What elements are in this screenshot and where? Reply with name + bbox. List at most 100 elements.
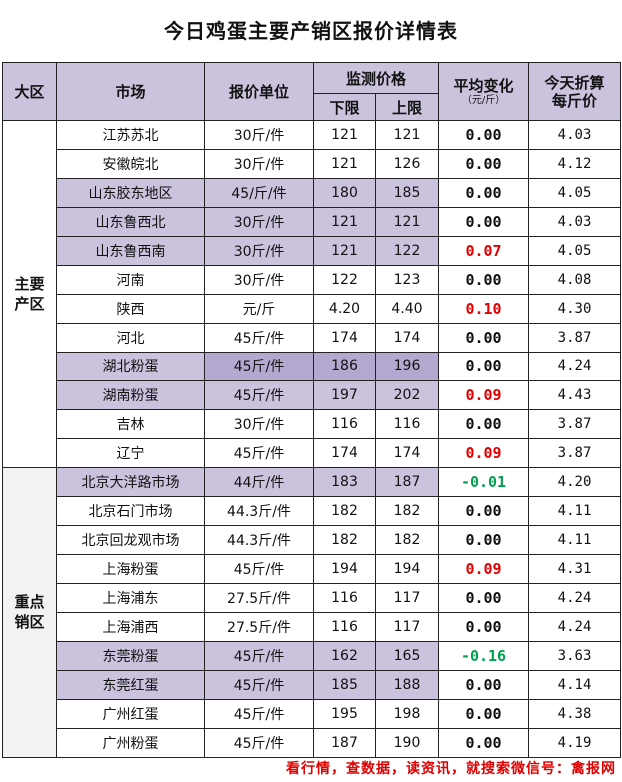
high-price-cell: 121 [374,206,440,237]
market-cell: 广州红蛋 [56,698,205,729]
table-body: 主要 产区 江苏苏北 30斤/件 121 121 0.00 4.03 安徽皖北 30斤/件 121 1… [2,119,622,758]
low-price-cell: 180 [313,177,376,208]
table-row: 广州粉蛋 45斤/件 187 190 0.00 4.19 [3,727,622,758]
table-row: 湖南粉蛋 45斤/件 197 202 0.09 4.43 [3,380,622,411]
today-price-cell: 3.63 [528,640,622,671]
market-cell: 陕西 [56,293,205,324]
avg-change-cell: 0.09 [438,554,530,584]
avg-change-cell: 0.09 [438,438,530,469]
region-label: 重点 销区 [14,593,45,632]
low-price-cell: 195 [313,698,376,729]
low-price-cell: 116 [313,583,376,613]
today-price-cell: 4.19 [528,727,622,758]
market-cell: 广州粉蛋 [56,727,205,758]
low-price-cell: 162 [313,640,376,671]
high-price-cell: 185 [374,177,440,208]
avg-change-cell: 0.00 [438,727,530,758]
high-price-cell: 123 [374,264,440,295]
table-row: 山东鲁西南 30斤/件 121 122 0.07 4.05 [3,235,622,266]
high-price-cell: 121 [374,120,440,150]
today-price-cell: 3.87 [528,438,622,469]
avg-change-cell: 0.09 [438,380,530,411]
market-cell: 辽宁 [56,438,205,469]
avg-change-cell: 0.00 [438,148,530,179]
table-row: 山东鲁西北 30斤/件 121 121 0.00 4.03 [3,206,622,237]
unit-cell: 45斤/件 [204,322,314,353]
header-monitor-price: 监测价格 [312,62,440,94]
low-price-cell: 182 [313,525,376,556]
today-price-cell: 3.87 [528,409,622,440]
today-price-cell: 4.03 [528,120,622,150]
avg-change-cell: 0.00 [438,409,530,440]
avg-change-cell: 0.00 [438,496,530,527]
table-row: 东莞粉蛋 45斤/件 162 165 -0.16 3.63 [3,640,622,671]
today-price-cell: 4.24 [528,611,622,642]
today-price-cell: 4.05 [528,235,622,266]
table-row: 主要 产区 江苏苏北 30斤/件 121 121 0.00 4.03 [2,119,622,469]
high-price-cell: 117 [374,583,440,613]
low-price-cell: 183 [313,467,376,498]
unit-cell: 45/斤/件 [204,177,314,208]
today-price-cell: 4.08 [528,264,622,295]
avg-change-cell: 0.00 [438,611,530,642]
region-cell: 重点 销区 [2,467,57,758]
avg-change-cell: 0.07 [438,235,530,266]
table-row: 上海浦东 27.5斤/件 116 117 0.00 4.24 [3,583,622,613]
high-price-cell: 126 [374,148,440,179]
high-price-cell: 187 [374,467,440,498]
unit-cell: 45斤/件 [204,698,314,729]
unit-cell: 30斤/件 [204,148,314,179]
table-row: 河南 30斤/件 122 123 0.00 4.08 [3,264,622,295]
header-region: 大区 [2,62,57,121]
today-price-cell: 4.24 [528,351,622,382]
today-price-cell: 4.20 [528,467,622,498]
today-price-cell: 3.87 [528,322,622,353]
unit-cell: 44斤/件 [204,467,314,498]
low-price-cell: 187 [313,727,376,758]
unit-cell: 30斤/件 [204,409,314,440]
table-row: 河北 45斤/件 174 174 0.00 3.87 [3,322,622,353]
low-price-cell: 121 [313,206,376,237]
low-price-cell: 182 [313,496,376,527]
market-cell: 上海浦东 [56,583,205,613]
table-row: 重点 销区 北京大洋路市场 44斤/件 183 187 -0.01 4.20 [2,467,622,758]
page-title: 今日鸡蛋主要产销区报价详情表 [164,19,458,43]
avg-change-cell: 0.00 [438,351,530,382]
avg-change-cell: 0.00 [438,206,530,237]
unit-cell: 45斤/件 [204,380,314,411]
avg-change-cell: 0.00 [438,264,530,295]
high-price-cell: 117 [374,611,440,642]
table-row: 广州红蛋 45斤/件 195 198 0.00 4.38 [3,698,622,729]
region-label: 主要 产区 [14,275,45,314]
unit-cell: 27.5斤/件 [204,583,314,613]
unit-cell: 27.5斤/件 [204,611,314,642]
market-cell: 北京石门市场 [56,496,205,527]
market-cell: 江苏苏北 [56,120,205,150]
low-price-cell: 122 [313,264,376,295]
low-price-cell: 194 [313,554,376,584]
today-price-cell: 4.03 [528,206,622,237]
today-price-cell: 4.30 [528,293,622,324]
table-row: 上海粉蛋 45斤/件 194 194 0.09 4.31 [3,554,622,584]
market-cell: 河北 [56,322,205,353]
table-row: 辽宁 45斤/件 174 174 0.09 3.87 [3,438,622,469]
table-row: 上海浦西 27.5斤/件 116 117 0.00 4.24 [3,611,622,642]
high-price-cell: 182 [374,525,440,556]
market-cell: 山东鲁西北 [56,206,205,237]
header-unit: 报价单位 [204,62,314,121]
low-price-cell: 186 [313,351,376,382]
low-price-cell: 121 [313,148,376,179]
today-price-cell: 4.11 [528,525,622,556]
table-row: 吉林 30斤/件 116 116 0.00 3.87 [3,409,622,440]
unit-cell: 44.3斤/件 [204,496,314,527]
today-price-cell: 4.05 [528,177,622,208]
market-cell: 北京大洋路市场 [56,467,205,498]
avg-change-cell: 0.00 [438,698,530,729]
market-cell: 吉林 [56,409,205,440]
unit-cell: 45斤/件 [204,438,314,469]
avg-change-cell: 0.00 [438,120,530,150]
avg-change-cell: 0.10 [438,293,530,324]
today-price-cell: 4.43 [528,380,622,411]
unit-cell: 45斤/件 [204,640,314,671]
low-price-cell: 4.20 [313,293,376,324]
